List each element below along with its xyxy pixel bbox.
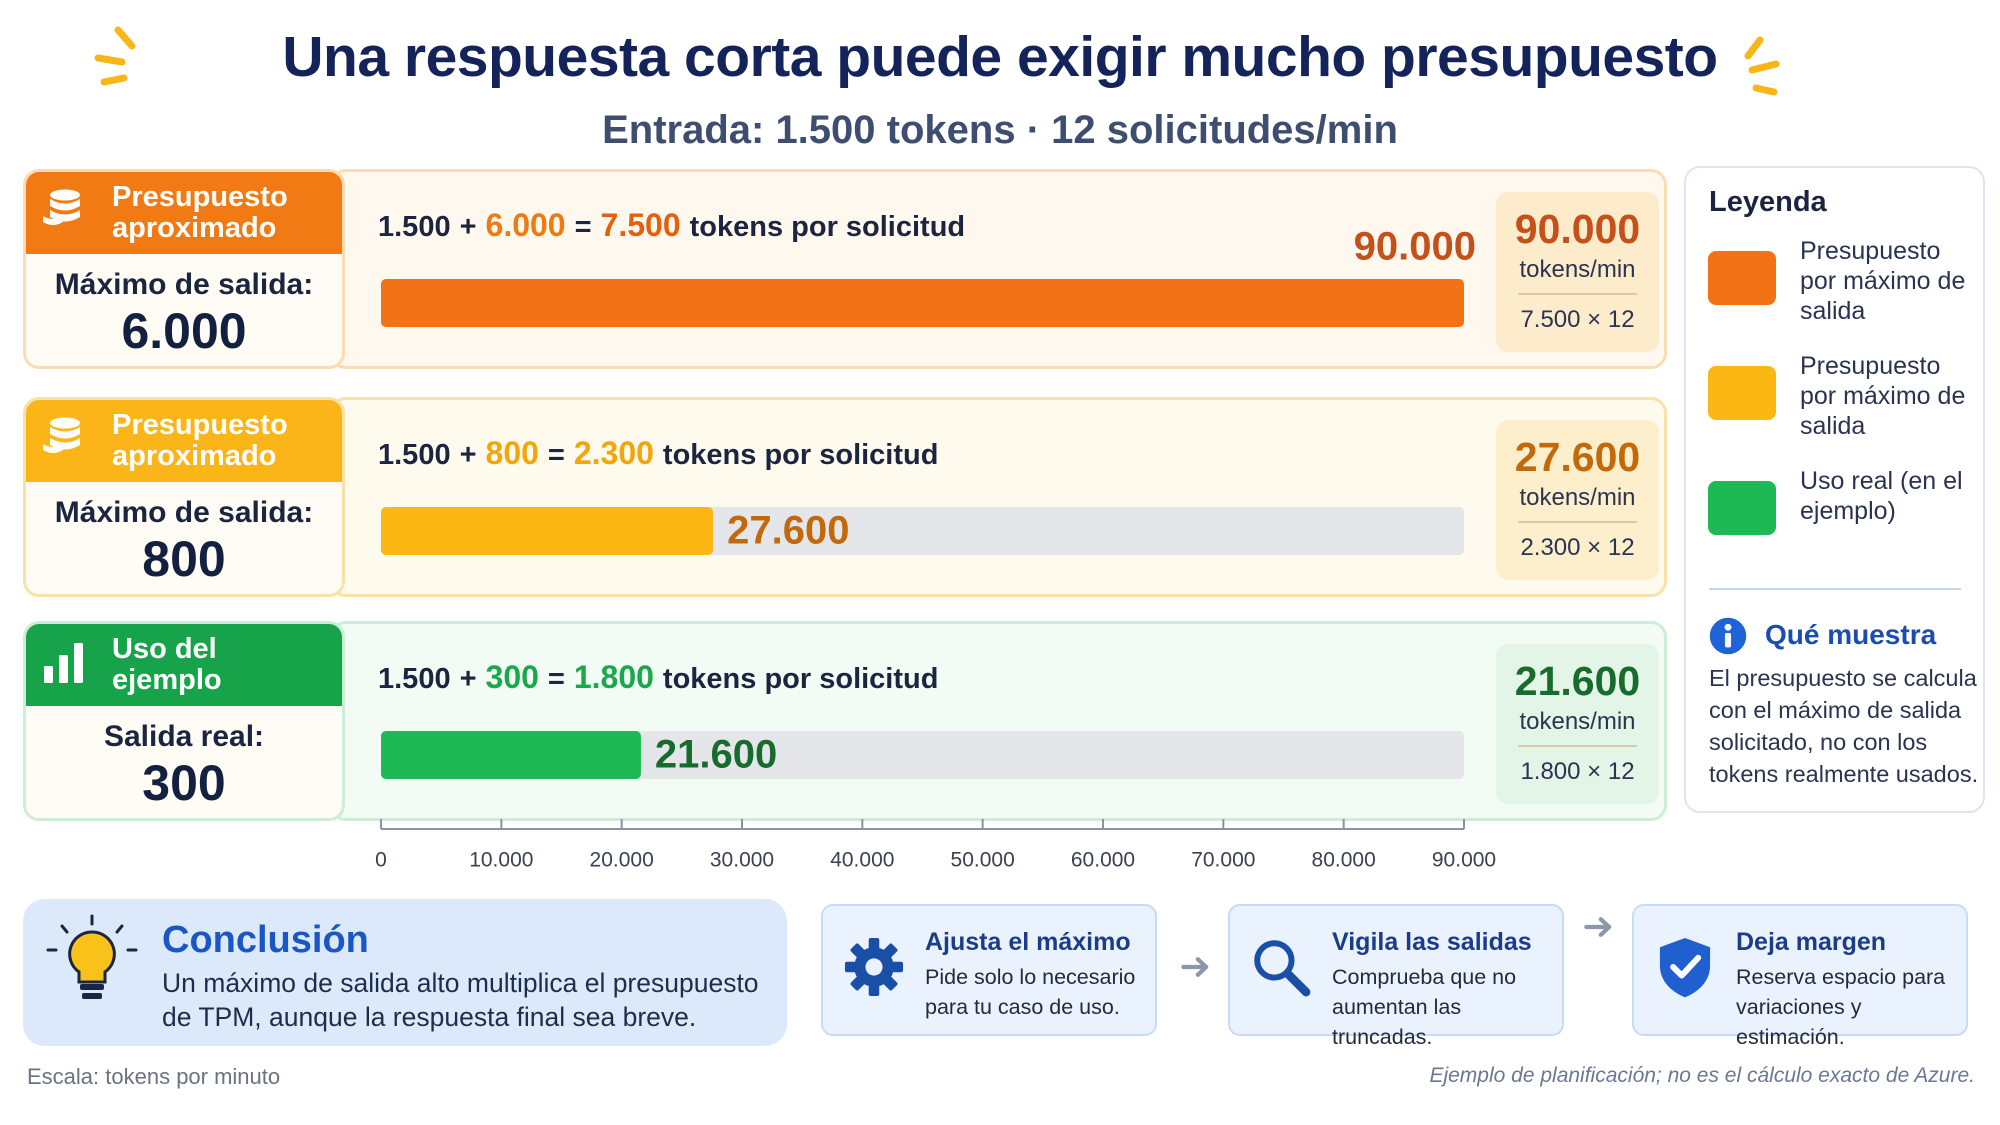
tip-title: Ajusta el máximo bbox=[925, 928, 1131, 956]
formula-part: 7.500 bbox=[600, 207, 681, 243]
sparkle-right bbox=[1744, 36, 1780, 96]
rate-box: 27.600 tokens/min 2.300 × 12 bbox=[1496, 420, 1659, 580]
rate-unit: tokens/min bbox=[1519, 256, 1636, 283]
formula-part: = bbox=[547, 663, 565, 695]
rate-unit: tokens/min bbox=[1519, 484, 1636, 511]
tip-icon bbox=[844, 937, 904, 997]
info-title: Qué muestra bbox=[1765, 619, 1937, 650]
conclusion-box bbox=[23, 899, 787, 1046]
rate-calc: 7.500 × 12 bbox=[1520, 306, 1635, 333]
tip-icon bbox=[1254, 940, 1311, 997]
rate-box: 21.600 tokens/min 1.800 × 12 bbox=[1496, 644, 1659, 804]
row-panel bbox=[330, 621, 1667, 821]
formula-part: = bbox=[574, 211, 592, 243]
formula: 1.500 +300 = 1.800 tokens por solicitud bbox=[378, 659, 938, 696]
formula-part: = bbox=[547, 439, 565, 471]
formula-part: 1.800 bbox=[573, 659, 654, 695]
legend-swatch bbox=[1708, 366, 1776, 420]
legend-title: Leyenda bbox=[1709, 186, 1827, 218]
tip-title: Deja margen bbox=[1736, 928, 1887, 956]
formula: 1.500 +800 = 2.300 tokens por solicitud bbox=[378, 435, 938, 472]
badge-icon bbox=[43, 417, 80, 453]
rate-divider bbox=[1518, 293, 1637, 295]
badge-text: Uso del ejemplo bbox=[112, 633, 222, 696]
footnote: Ejemplo de planificación; no es el cálcu… bbox=[1429, 1064, 1975, 1087]
flow-arrow bbox=[1181, 957, 1209, 977]
badge-text: Presupuesto aproximado bbox=[112, 181, 288, 244]
rate-divider bbox=[1518, 521, 1637, 523]
axis-caption: Escala: tokens por minuto bbox=[27, 1064, 281, 1089]
limit-label: Máximo de salida: bbox=[54, 496, 314, 529]
info-icon bbox=[1709, 617, 1747, 655]
formula-part: 300 bbox=[485, 659, 539, 695]
rate-calc: 1.800 × 12 bbox=[1520, 758, 1635, 785]
legend-label: Presupuesto por máximo de salida bbox=[1800, 352, 1966, 440]
formula-part: 1.500 bbox=[378, 211, 451, 243]
tip-icon bbox=[1659, 937, 1711, 998]
formula-part: + bbox=[459, 439, 477, 471]
formula-part: 1.500 bbox=[378, 663, 451, 695]
row-panel bbox=[330, 397, 1667, 597]
limit-value: 800 bbox=[142, 531, 226, 587]
formula-part: + bbox=[459, 211, 477, 243]
rate-value: 27.600 bbox=[1514, 434, 1641, 480]
limit-value: 6.000 bbox=[121, 303, 247, 359]
legend-swatch bbox=[1708, 481, 1776, 535]
badge-icon bbox=[43, 189, 80, 225]
limit-label: Salida real: bbox=[103, 720, 265, 753]
rate-unit: tokens/min bbox=[1519, 708, 1636, 735]
conclusion-text: Un máximo de salida alto multiplica el p… bbox=[162, 968, 759, 1032]
formula-part: 6.000 bbox=[485, 207, 566, 243]
bulb-icon bbox=[46, 914, 138, 999]
formula-part: 2.300 bbox=[573, 435, 654, 471]
sparkle-left bbox=[94, 26, 136, 86]
legend-divider bbox=[1709, 588, 1961, 590]
tip-box bbox=[1228, 904, 1564, 1036]
rate-box: 90.000 tokens/min 7.500 × 12 bbox=[1496, 192, 1659, 352]
row-panel bbox=[330, 169, 1667, 369]
limit-value: 300 bbox=[142, 755, 226, 811]
tip-text: Comprueba que no aumentan las truncadas. bbox=[1332, 965, 1517, 1049]
info-text: El presupuesto se calcula con el máximo … bbox=[1709, 665, 1979, 787]
legend-label: Uso real (en el ejemplo) bbox=[1800, 467, 1963, 525]
limit-label: Máximo de salida: bbox=[54, 268, 314, 301]
flow-arrow bbox=[1584, 917, 1612, 937]
formula-part: tokens por solicitud bbox=[689, 211, 966, 243]
tip-title: Vigila las salidas bbox=[1332, 928, 1532, 956]
rate-value: 21.600 bbox=[1514, 658, 1641, 704]
formula-part: 800 bbox=[485, 435, 539, 471]
tip-text: Pide solo lo necesario para tu caso de u… bbox=[925, 965, 1136, 1019]
legend-label: Presupuesto por máximo de salida bbox=[1800, 237, 1966, 325]
badge-text: Presupuesto aproximado bbox=[112, 409, 288, 472]
conclusion-title: Conclusión bbox=[162, 919, 369, 961]
subtitle: Entrada: 1.500 tokens · 12 solicitudes/m… bbox=[602, 108, 1398, 152]
tip-text: Reserva espacio para variaciones y estim… bbox=[1736, 965, 1946, 1049]
badge-icon bbox=[44, 643, 83, 683]
legend-swatch bbox=[1708, 251, 1776, 305]
rate-value: 90.000 bbox=[1514, 206, 1641, 252]
title: Una respuesta corta puede exigir mucho p… bbox=[282, 25, 1718, 89]
rate-divider bbox=[1518, 745, 1637, 747]
formula: 1.500 +6.000 = 7.500 tokens por solicitud bbox=[378, 207, 965, 244]
formula-part: tokens por solicitud bbox=[662, 439, 939, 471]
formula-part: + bbox=[459, 663, 477, 695]
formula-part: tokens por solicitud bbox=[662, 663, 939, 695]
rate-calc: 2.300 × 12 bbox=[1520, 534, 1635, 561]
formula-part: 1.500 bbox=[378, 439, 451, 471]
